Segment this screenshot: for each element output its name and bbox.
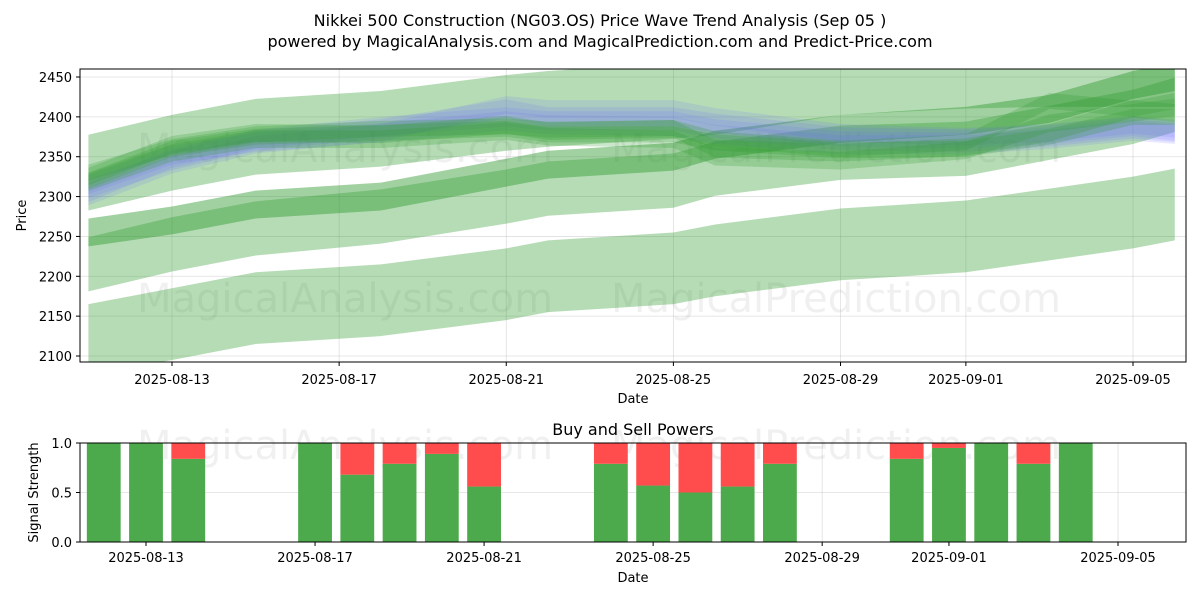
- y-tick-label: 2450: [39, 71, 72, 86]
- buy-bar: [171, 458, 206, 542]
- x-tick-label: 2025-08-17: [301, 373, 377, 388]
- buy-bar: [636, 485, 671, 542]
- buy-bar: [763, 463, 797, 542]
- y-axis-label: Price: [15, 200, 30, 232]
- sell-bar: [889, 443, 924, 459]
- x-tick-label: 2025-08-25: [636, 373, 712, 388]
- buy-bar: [1058, 443, 1093, 542]
- buy-sell-power-chart: Buy and Sell PowersMagicalAnalysis.comMa…: [27, 420, 1187, 586]
- y-tick-label: 2200: [39, 270, 72, 285]
- buy-bar: [467, 486, 501, 542]
- sell-bar: [678, 443, 713, 493]
- buy-bar: [678, 492, 713, 542]
- watermark-text: MagicalPrediction.com: [611, 276, 1061, 322]
- green-wave-line: [88, 108, 1175, 189]
- y-tick-label: 2100: [39, 350, 72, 365]
- green-wave-band: [88, 168, 1175, 362]
- blue-wave-band: [88, 111, 1175, 195]
- sell-bar: [763, 443, 797, 464]
- buy-bar: [1016, 463, 1051, 542]
- figure-subtitle: powered by MagicalAnalysis.com and Magic…: [267, 32, 932, 51]
- buy-bar: [720, 486, 755, 542]
- x-tick-label: 2025-09-01: [928, 373, 1004, 388]
- sell-bar: [171, 443, 206, 459]
- green-wave-band: [88, 77, 1175, 292]
- y-tick-label: 0.5: [51, 487, 72, 502]
- sell-bar: [636, 443, 671, 486]
- sell-bar: [382, 443, 417, 464]
- x-tick-label: 2025-08-21: [446, 551, 522, 566]
- buy-bar: [424, 453, 459, 542]
- x-tick-label: 2025-08-25: [615, 551, 691, 566]
- x-tick-label: 2025-08-13: [134, 373, 210, 388]
- buy-bar: [340, 474, 375, 542]
- x-tick-label: 2025-08-29: [803, 373, 879, 388]
- sell-bar: [593, 443, 628, 464]
- sell-bar: [467, 443, 501, 487]
- plot-frame: [79, 68, 1187, 363]
- x-tick-label: 2025-09-05: [1080, 551, 1156, 566]
- buy-bar: [298, 443, 332, 542]
- green-wave-band: [88, 69, 1175, 247]
- green-wave-line: [88, 100, 1175, 186]
- y-tick-label: 2350: [39, 151, 72, 166]
- x-axis-label: Date: [617, 571, 648, 586]
- x-tick-label: 2025-08-13: [108, 551, 184, 566]
- buy-bar: [593, 463, 628, 542]
- y-tick-label: 0.0: [51, 536, 72, 551]
- sell-bar: [340, 443, 375, 475]
- y-axis-label: Signal Strength: [27, 442, 42, 542]
- green-wave-line: [88, 98, 1175, 191]
- buy-bar: [974, 443, 1009, 542]
- x-tick-label: 2025-08-21: [468, 373, 544, 388]
- x-tick-label: 2025-08-17: [277, 551, 353, 566]
- buy-bar: [932, 447, 966, 542]
- y-tick-label: 2250: [39, 230, 72, 245]
- price-wave-chart: MagicalAnalysis.com MagicalPrediction.com…: [15, 68, 1187, 407]
- green-wave-line: [88, 92, 1175, 181]
- y-tick-label: 2400: [39, 111, 72, 126]
- x-tick-label: 2025-08-29: [784, 551, 860, 566]
- blue-wave-band: [88, 99, 1175, 199]
- buy-bar: [86, 443, 121, 542]
- x-tick-label: 2025-09-05: [1095, 373, 1171, 388]
- watermark-text: MagicalAnalysis.com: [137, 276, 553, 322]
- watermark-text: MagicalAnalysis.com: [137, 126, 553, 172]
- watermark-text: MagicalPrediction.com: [611, 126, 1061, 172]
- buy-bar: [889, 458, 924, 542]
- y-tick-label: 2300: [39, 191, 72, 206]
- bands-layer: [88, 69, 1175, 362]
- green-wave-band: [88, 69, 1175, 211]
- y-tick-label: 2150: [39, 310, 72, 325]
- bottom-chart-title: Buy and Sell Powers: [552, 420, 714, 439]
- sell-bar: [720, 443, 755, 487]
- sell-bar: [424, 443, 459, 454]
- sell-bar: [932, 443, 966, 448]
- blue-wave-band: [88, 107, 1175, 203]
- buy-bar: [382, 463, 417, 542]
- x-axis-label: Date: [617, 392, 648, 407]
- buy-bar: [129, 443, 163, 542]
- x-tick-label: 2025-09-01: [911, 551, 987, 566]
- figure-title: Nikkei 500 Construction (NG03.OS) Price …: [314, 11, 887, 30]
- y-tick-label: 1.0: [51, 437, 72, 452]
- sell-bar: [1016, 443, 1051, 464]
